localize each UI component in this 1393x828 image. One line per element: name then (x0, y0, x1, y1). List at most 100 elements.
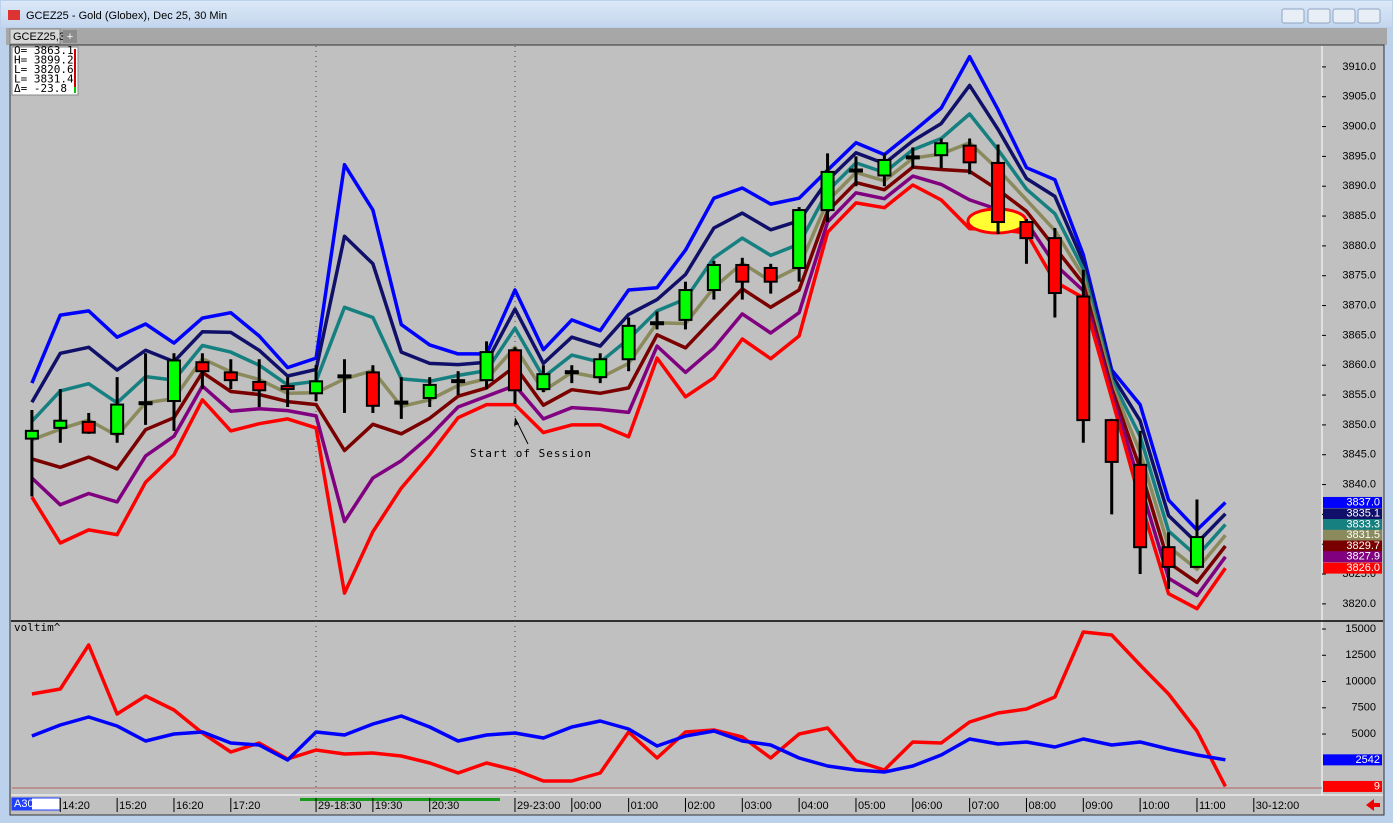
info-line: L= 3820.6 (14, 63, 74, 76)
y-tick-label: 10000 (1345, 675, 1376, 687)
candle-body (678, 289, 693, 321)
x-tick-label: 06:00 (915, 800, 943, 812)
chart-area (9, 44, 1385, 816)
candle-body (820, 170, 835, 212)
y-tick-label: 3910.0 (1342, 61, 1376, 73)
candle-body (422, 383, 437, 400)
candle-body (1161, 546, 1176, 568)
x-tick-label: 00:00 (574, 800, 602, 812)
y-tick-label: 3855.0 (1342, 389, 1376, 401)
y-tick-label: 3890.0 (1342, 180, 1376, 192)
price-marker-label: 9 (1374, 780, 1380, 792)
plot (24, 54, 1227, 788)
price-marker-label: 2542 (1356, 754, 1380, 766)
info-line: O= 3863.1 (14, 44, 74, 57)
candle-body (1133, 463, 1148, 549)
maximize-button[interactable] (1332, 8, 1356, 24)
pin-button[interactable] (1281, 8, 1305, 24)
candle-body (1076, 295, 1091, 422)
tab-label[interactable]: GCEZ25,30 (13, 31, 71, 43)
x-tick-label: 20:30 (432, 800, 460, 812)
minimize-button[interactable] (1307, 8, 1331, 24)
price-marker (1323, 519, 1382, 531)
y-tick-label: 7500 (1352, 702, 1376, 714)
tab-bar (6, 28, 1387, 45)
candle-body (848, 168, 863, 173)
price-marker (1323, 562, 1382, 574)
y-tick-label: 3865.0 (1342, 329, 1376, 341)
info-line: H= 3899.2 (14, 54, 74, 67)
candle-body (394, 400, 409, 405)
scroll-arrow[interactable] (1366, 799, 1380, 811)
info-bar (74, 87, 76, 93)
candle-body (962, 144, 977, 164)
candle-body (792, 209, 807, 269)
candle-body (166, 359, 181, 403)
candle-body (337, 374, 352, 379)
candle-body (593, 358, 608, 379)
panel-title: voltim^ (14, 621, 61, 634)
candle-body (81, 420, 96, 434)
x-tick-label: 11:00 (1199, 800, 1226, 812)
x-tick-label: 09:00 (1085, 800, 1113, 812)
y-tick-label: 3850.0 (1342, 419, 1376, 431)
price-marker (1323, 754, 1382, 766)
x-tick-label: 16:20 (176, 800, 204, 812)
candle-body (280, 385, 295, 391)
price-marker (1323, 508, 1382, 520)
x-tick-label: 07:00 (972, 800, 1000, 812)
candle-body (252, 380, 267, 392)
y-tick-label: 3900.0 (1342, 120, 1376, 132)
price-marker-label: 3837.0 (1346, 496, 1380, 508)
price-marker-label: 3835.1 (1346, 508, 1380, 520)
window-title: GCEZ25 - Gold (Globex), Dec 25, 30 Min (26, 10, 227, 22)
y-tick-label: 3845.0 (1342, 449, 1376, 461)
y-tick-label: 5000 (1352, 728, 1376, 740)
candle-body (451, 379, 466, 384)
candle-body (934, 142, 949, 157)
candle-body (1189, 536, 1204, 568)
candle-body (1047, 237, 1062, 295)
y-tick-label: 3840.0 (1342, 478, 1376, 490)
candle-body (309, 380, 324, 395)
y-tick-label: 12500 (1345, 649, 1376, 661)
candle-body (110, 403, 125, 435)
y-tick-label: 3895.0 (1342, 150, 1376, 162)
footer-box-fill (12, 798, 32, 810)
footer-box-label[interactable]: A30C (14, 798, 42, 810)
candle-body (24, 429, 39, 440)
price-marker-label: 3831.5 (1346, 529, 1380, 541)
x-tick-label: 01:00 (631, 800, 659, 812)
candle-body (1019, 221, 1034, 240)
app-icon (8, 10, 20, 20)
x-tick-label: 05:00 (858, 800, 886, 812)
x-tick-label: 17:20 (233, 800, 261, 812)
candle-body (564, 370, 579, 375)
tab[interactable] (9, 28, 61, 45)
x-tick-label: 30-12:00 (1256, 800, 1299, 812)
x-tick-label: 29-18:30 (318, 800, 361, 812)
annotation-arrowhead (514, 418, 519, 426)
x-tick-label: 19:30 (375, 800, 403, 812)
price-marker-label: 3829.7 (1346, 540, 1380, 552)
x-tick-label: 03:00 (744, 800, 772, 812)
price-marker (1323, 496, 1382, 508)
candle-body (53, 419, 68, 429)
add-tab-button[interactable] (63, 30, 77, 43)
session-bar (300, 798, 500, 801)
y-tick-label: 3880.0 (1342, 240, 1376, 252)
info-box (11, 46, 79, 96)
y-tick-label: 3875.0 (1342, 270, 1376, 282)
add-tab-label[interactable]: + (67, 31, 73, 43)
annotation: Start of Session (470, 447, 592, 460)
y-tick-label: 15000 (1345, 623, 1376, 635)
candle-body (735, 263, 750, 283)
price-marker-label: 3833.3 (1346, 518, 1380, 530)
close-button[interactable] (1357, 8, 1381, 24)
y-tick-label: 3860.0 (1342, 359, 1376, 371)
info-bar (74, 49, 76, 89)
series-line (31, 630, 1227, 788)
candle-body (507, 349, 522, 392)
